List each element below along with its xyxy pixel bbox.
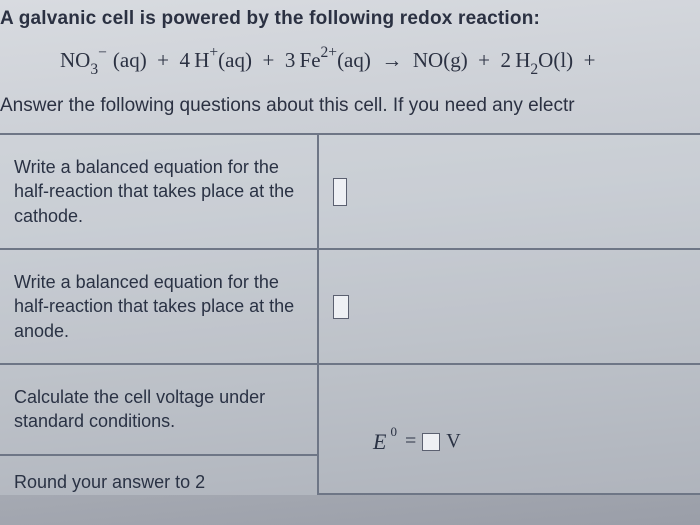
- e-superscript: 0: [390, 424, 397, 440]
- table-row: Write a balanced equation for the half-r…: [0, 249, 700, 364]
- prompt-anode: Write a balanced equation for the half-r…: [0, 249, 318, 364]
- instruction-text: Answer the following questions about thi…: [0, 91, 700, 133]
- prompt-voltage: Calculate the cell voltage under standar…: [0, 364, 318, 455]
- redox-equation: NO3−(aq) + 4 H+(aq) + 3 Fe2+(aq) → NO(g)…: [0, 40, 700, 91]
- prompt-cathode: Write a balanced equation for the half-r…: [0, 134, 318, 249]
- equation-input[interactable]: [333, 295, 349, 319]
- voltage-input[interactable]: [422, 433, 440, 451]
- table-row: Write a balanced equation for the half-r…: [0, 134, 700, 249]
- answer-cathode: [318, 134, 700, 249]
- equation-input[interactable]: [333, 178, 347, 206]
- e-symbol: E: [373, 429, 386, 455]
- equals-sign: =: [405, 430, 416, 453]
- answer-voltage: E0 = V: [318, 364, 700, 494]
- intro-text: A galvanic cell is powered by the follow…: [0, 8, 700, 40]
- cell-voltage-expression: E0 = V: [373, 429, 461, 455]
- voltage-unit: V: [446, 430, 460, 453]
- question-table: Write a balanced equation for the half-r…: [0, 133, 700, 495]
- prompt-round: Round your answer to 2: [0, 455, 318, 494]
- table-row: Calculate the cell voltage under standar…: [0, 364, 700, 455]
- answer-anode: [318, 249, 700, 364]
